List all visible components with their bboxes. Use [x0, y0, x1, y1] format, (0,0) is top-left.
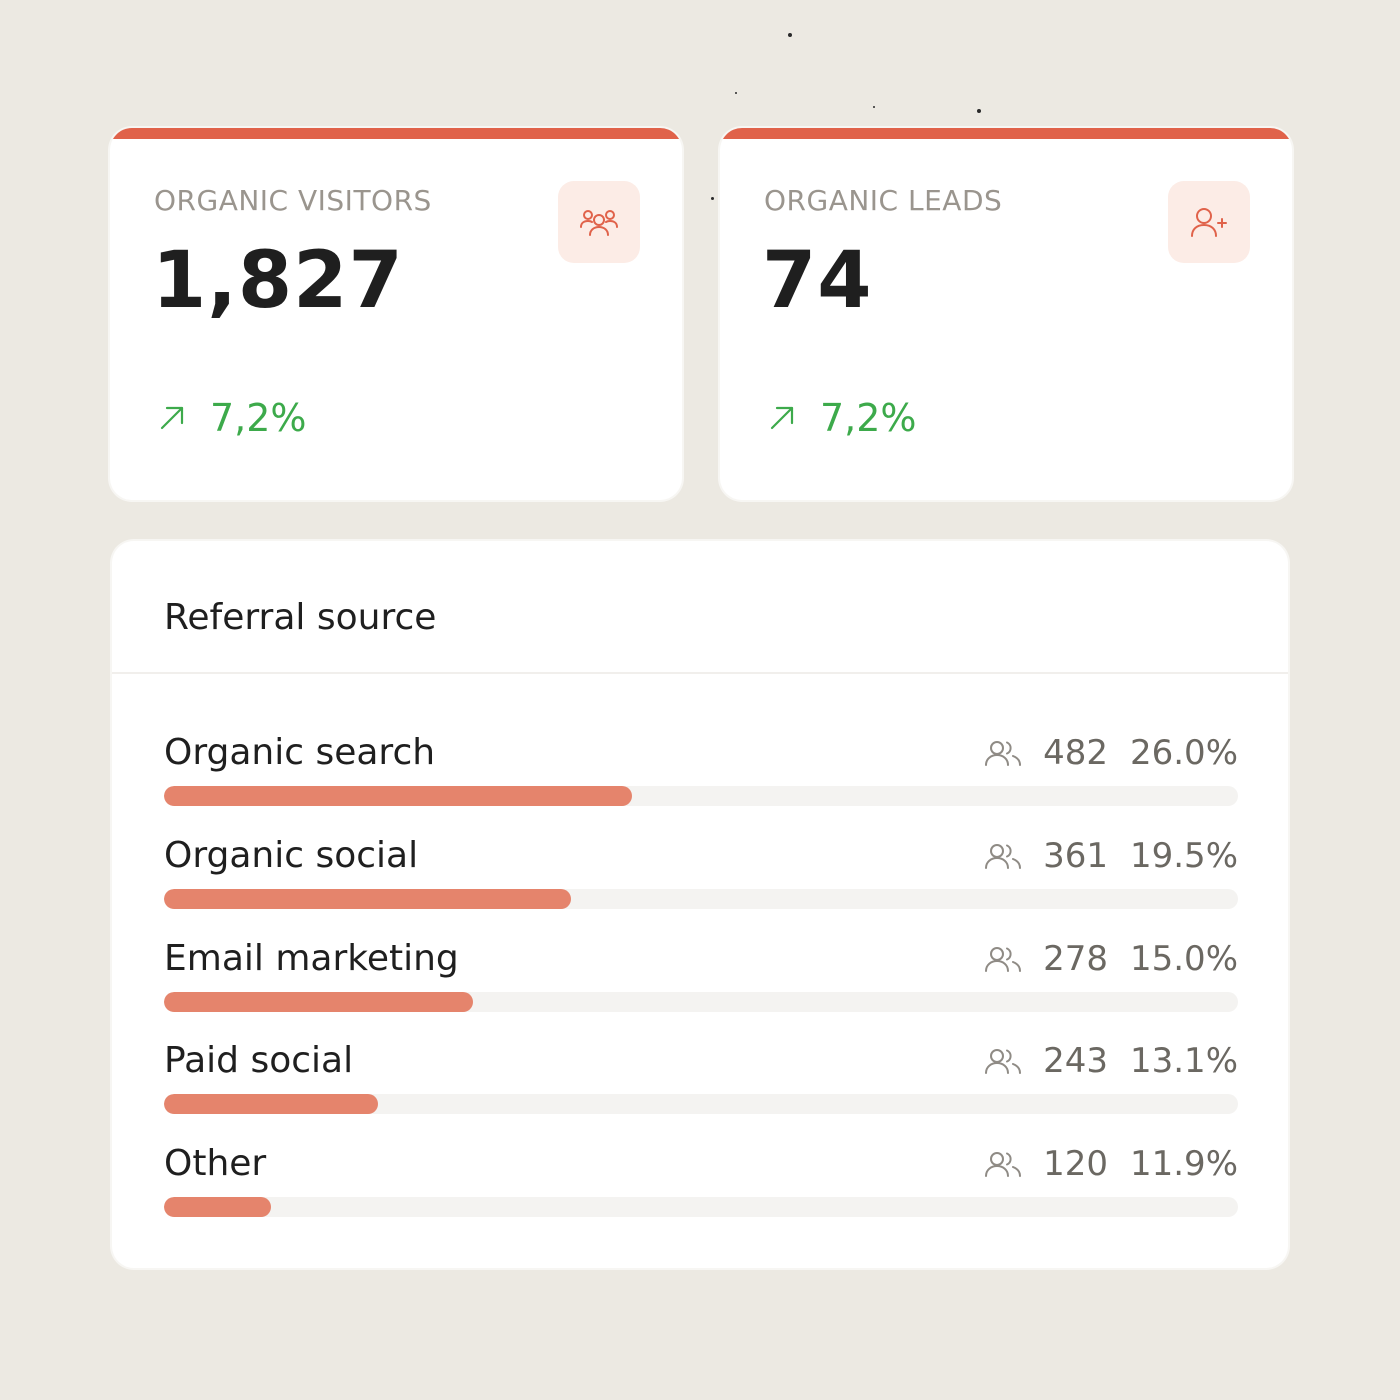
referral-title: Referral source	[164, 597, 437, 638]
kpi-card-organic-leads: ORGANIC LEADS 74 7,2%	[720, 128, 1292, 500]
source-share: 19.5%	[1129, 836, 1238, 876]
arrow-up-right-icon	[770, 406, 794, 430]
progress-fill	[164, 786, 633, 806]
source-count: 278	[1043, 939, 1108, 979]
users-icon	[983, 945, 1023, 973]
source-share: 15.0%	[1129, 939, 1238, 979]
kpi-trend-value: 7,2%	[820, 396, 917, 440]
users-icon	[983, 842, 1023, 870]
source-row-organic-social: Organic social 361 19.5%	[164, 834, 1238, 914]
source-count: 482	[1043, 733, 1108, 773]
kpi-value: 74	[762, 236, 873, 326]
background-speck	[873, 106, 875, 108]
source-share: 13.1%	[1129, 1041, 1238, 1081]
background-speck	[711, 197, 714, 200]
users-icon	[983, 1150, 1023, 1178]
source-count: 120	[1043, 1144, 1108, 1184]
background-speck	[788, 33, 792, 37]
source-row-email-marketing: Email marketing 278 15.0%	[164, 937, 1238, 1017]
progress-track	[164, 1197, 1238, 1217]
progress-fill	[164, 1197, 272, 1217]
progress-track	[164, 889, 1238, 909]
kpi-value: 1,827	[152, 236, 404, 326]
progress-track	[164, 786, 1238, 806]
source-row-organic-search: Organic search 482 26.0%	[164, 731, 1238, 811]
source-row-paid-social: Paid social 243 13.1%	[164, 1039, 1238, 1119]
arrow-up-right-icon	[160, 406, 184, 430]
divider	[112, 672, 1288, 674]
source-share: 26.0%	[1129, 733, 1238, 773]
kpi-trend: 7,2%	[158, 396, 307, 440]
kpi-icon-button	[1168, 181, 1250, 263]
progress-track	[164, 1094, 1238, 1114]
progress-track	[164, 992, 1238, 1012]
kpi-accent-bar	[110, 128, 682, 139]
users-group-icon	[580, 210, 618, 236]
progress-fill	[164, 992, 474, 1012]
progress-fill	[164, 1094, 378, 1114]
source-stats: 361 19.5%	[983, 834, 1238, 878]
kpi-trend-value: 7,2%	[210, 396, 307, 440]
kpi-label: ORGANIC LEADS	[764, 184, 1003, 217]
kpi-accent-bar	[720, 128, 1292, 139]
source-name: Email marketing	[164, 938, 459, 979]
background-speck	[735, 92, 737, 94]
users-icon	[983, 1047, 1023, 1075]
referral-source-card: Referral source Organic search 482 26.0%…	[112, 541, 1288, 1268]
user-plus-icon	[1191, 208, 1227, 237]
source-row-other: Other 120 11.9%	[164, 1142, 1238, 1222]
kpi-icon-button	[558, 181, 640, 263]
kpi-label: ORGANIC VISITORS	[154, 184, 432, 217]
source-name: Organic search	[164, 732, 436, 773]
users-icon	[983, 739, 1023, 767]
source-stats: 243 13.1%	[983, 1039, 1238, 1083]
source-name: Organic social	[164, 835, 419, 876]
source-stats: 482 26.0%	[983, 731, 1238, 775]
progress-fill	[164, 889, 572, 909]
source-stats: 120 11.9%	[983, 1142, 1238, 1186]
source-name: Paid social	[164, 1040, 354, 1081]
source-count: 243	[1043, 1041, 1108, 1081]
source-count: 361	[1043, 836, 1108, 876]
source-name: Other	[164, 1143, 267, 1184]
kpi-trend: 7,2%	[768, 396, 917, 440]
source-stats: 278 15.0%	[983, 937, 1238, 981]
source-share: 11.9%	[1129, 1144, 1238, 1184]
background-speck	[977, 109, 981, 113]
kpi-card-organic-visitors: ORGANIC VISITORS 1,827 7,2%	[110, 128, 682, 500]
